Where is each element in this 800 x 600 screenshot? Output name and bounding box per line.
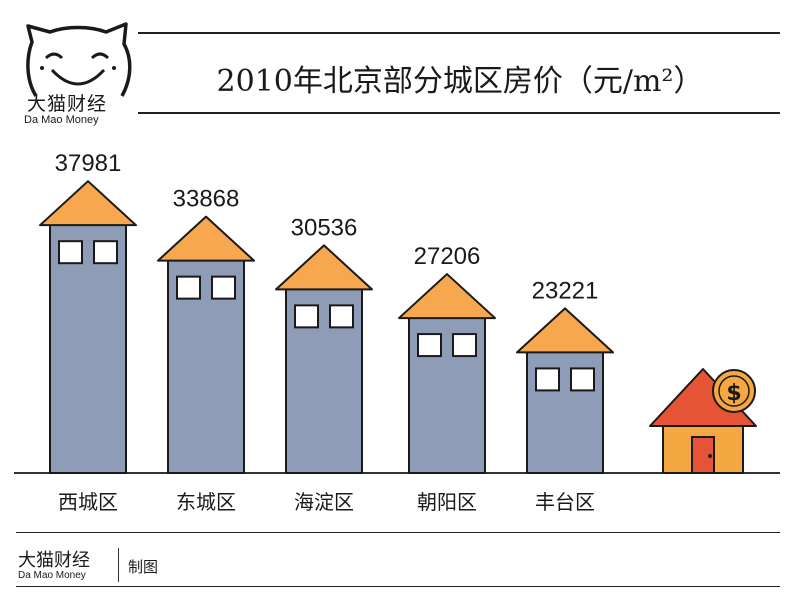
footer-brand-cn: 大猫财经 <box>18 550 90 571</box>
bar-window <box>93 240 118 265</box>
category-label: 东城区 <box>176 490 236 514</box>
bar-window <box>535 367 560 392</box>
bar-window <box>452 333 477 358</box>
bar-window <box>211 275 236 300</box>
bar-window <box>417 333 442 358</box>
brand-name-cn: 大猫财经 <box>27 93 108 115</box>
category-label: 丰台区 <box>535 490 595 514</box>
bar-roof <box>39 180 137 227</box>
category-label: 朝阳区 <box>417 490 477 514</box>
brand-name-en: Da Mao Money <box>24 114 99 126</box>
bar-window <box>570 367 595 392</box>
bar-value-label: 30536 <box>291 214 358 241</box>
title-rule-top <box>138 32 780 34</box>
bar-value-label: 33868 <box>173 186 240 213</box>
bar-window <box>294 304 319 329</box>
footer-separator <box>118 548 119 582</box>
bar-value-label: 27206 <box>414 243 481 270</box>
footer-made-by: 制图 <box>128 558 159 576</box>
bar-window <box>329 304 354 329</box>
footer-rule-bottom <box>16 586 780 587</box>
title-rule-bottom <box>138 112 780 114</box>
chart-title: 2010年北京部分城区房价（元/m²） <box>216 64 704 99</box>
house-with-dollar-coin-icon: $ <box>649 368 757 474</box>
footer-rule-top <box>16 532 780 533</box>
bar-roof <box>275 244 373 291</box>
bar-value-label: 23221 <box>532 277 599 304</box>
bar-building <box>49 222 127 474</box>
bar-roof <box>157 215 255 262</box>
bar-roof <box>398 273 496 320</box>
category-label: 海淀区 <box>294 490 354 514</box>
bar-window <box>176 275 201 300</box>
bar-value-label: 37981 <box>55 150 122 177</box>
bar-window <box>58 240 83 265</box>
category-label: 西城区 <box>58 490 118 514</box>
chart-area: 37981 西城区 33868 东城区 30536 海淀区 27206 朝阳区 23221 丰台区… <box>14 150 780 514</box>
svg-text:$: $ <box>726 381 741 406</box>
bar-roof <box>516 307 614 354</box>
footer-brand-en: Da Mao Money <box>18 570 86 581</box>
cat-logo-icon <box>26 22 132 97</box>
